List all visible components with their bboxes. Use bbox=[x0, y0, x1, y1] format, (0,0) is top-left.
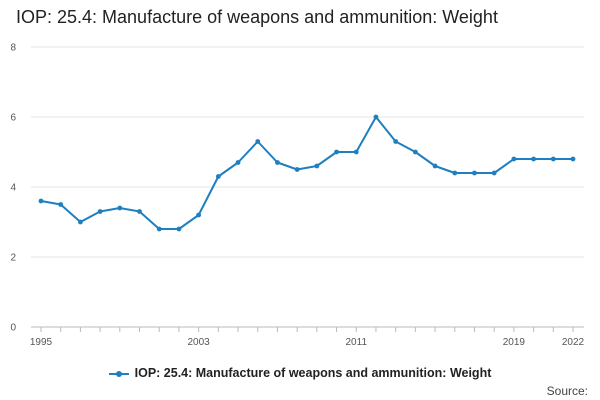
series-layer bbox=[38, 114, 576, 232]
legend: IOP: 25.4: Manufacture of weapons and am… bbox=[0, 366, 600, 380]
data-point bbox=[58, 202, 64, 207]
data-point bbox=[97, 209, 103, 214]
data-point bbox=[393, 139, 399, 144]
y-axis: 0 2 4 6 8 bbox=[10, 43, 16, 334]
data-point bbox=[137, 209, 142, 214]
x-tick-label: 1995 bbox=[30, 337, 53, 348]
data-point bbox=[196, 212, 202, 218]
x-axis: 1995 2003 2011 2019 2022 bbox=[30, 327, 585, 348]
legend-label: IOP: 25.4: Manufacture of weapons and am… bbox=[134, 366, 492, 380]
data-point bbox=[472, 170, 477, 176]
data-point bbox=[550, 156, 556, 162]
data-point bbox=[294, 167, 300, 172]
grid-lines bbox=[31, 46, 584, 328]
data-point bbox=[432, 163, 438, 169]
y-tick-label: 0 bbox=[10, 323, 16, 334]
data-point bbox=[235, 160, 241, 165]
y-tick-label: 2 bbox=[10, 253, 16, 264]
data-point bbox=[78, 219, 83, 225]
data-point bbox=[570, 156, 576, 162]
data-point bbox=[531, 156, 536, 162]
data-point bbox=[215, 174, 221, 179]
x-tick-label: 2022 bbox=[562, 337, 585, 348]
chart-title: IOP: 25.4: Manufacture of weapons and am… bbox=[16, 7, 498, 27]
data-point bbox=[353, 149, 359, 155]
data-point bbox=[334, 149, 339, 155]
data-point bbox=[412, 149, 418, 155]
x-tick-label: 2011 bbox=[346, 337, 368, 348]
source-label: Source: bbox=[546, 384, 588, 398]
data-point bbox=[275, 160, 280, 165]
y-tick-label: 8 bbox=[10, 43, 16, 54]
data-point bbox=[176, 226, 182, 232]
series-line bbox=[40, 116, 573, 230]
y-tick-label: 6 bbox=[10, 113, 16, 124]
data-point bbox=[255, 139, 261, 144]
legend-swatch bbox=[108, 369, 129, 379]
x-tick-label: 2003 bbox=[188, 337, 211, 348]
data-point bbox=[452, 170, 458, 176]
x-tick-label: 2019 bbox=[503, 337, 526, 348]
data-point bbox=[511, 156, 517, 162]
data-point bbox=[314, 163, 320, 169]
data-point bbox=[38, 198, 44, 204]
data-point bbox=[117, 205, 123, 211]
y-tick-label: 4 bbox=[10, 183, 16, 194]
data-point bbox=[491, 170, 497, 176]
data-point bbox=[156, 226, 162, 232]
data-point bbox=[373, 114, 379, 120]
